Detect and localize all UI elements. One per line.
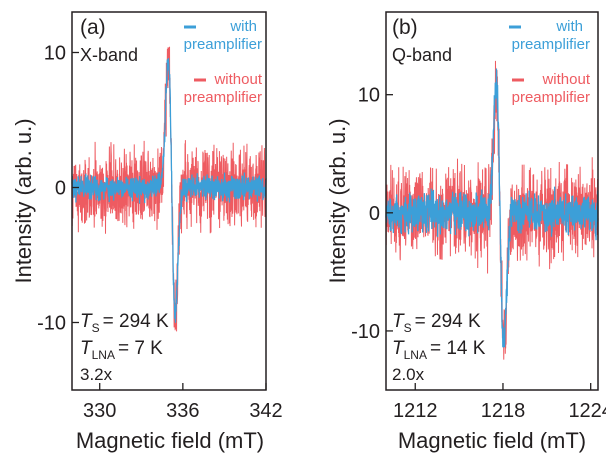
panel-b-series-with xyxy=(385,68,599,348)
panel-a-line-with xyxy=(71,58,267,323)
panel-a-x-axis-title: Magnetic field (mT) xyxy=(76,428,264,453)
panel-b-ts-value: = 294 K xyxy=(415,311,481,332)
panel-a-series-without xyxy=(71,46,267,332)
panel-b-frame xyxy=(385,11,599,391)
panel-a-y-tick-label: -10 xyxy=(37,313,66,335)
panel-b-series-without xyxy=(385,60,599,360)
panel-a-x-tick-label: 330 xyxy=(83,400,116,422)
panel-b-ticks: 1212 1218 1224 -10 0 10 xyxy=(351,85,606,422)
panel-b-ts-symbol: T xyxy=(392,311,405,332)
panel-b-legend-with-line2: preamplifier xyxy=(512,36,590,53)
panel-a-tlna-symbol: T xyxy=(80,338,93,359)
panel-b-gain: 2.0x xyxy=(392,365,425,384)
panel-a-tlna-sub: LNA xyxy=(92,348,115,362)
panel-a-legend-without-line1: without xyxy=(213,71,262,88)
panel-a-tlna-value: = 7 K xyxy=(118,338,163,359)
panel-a-ts: TS = 294 K xyxy=(80,311,169,335)
panel-a-ticks: 330 336 342 -10 0 10 xyxy=(37,43,283,423)
panel-a-tlna: TLNA = 7 K xyxy=(80,338,163,362)
panel-a-line-without xyxy=(71,46,267,332)
panel-a-y-tick-label: 10 xyxy=(44,43,66,65)
panel-a-label: (a) xyxy=(80,16,106,39)
panel-a-gain: 3.2x xyxy=(80,365,113,384)
panel-b-label: (b) xyxy=(392,16,418,39)
panel-b-legend-without-line2: preamplifier xyxy=(512,89,590,106)
panel-a-ts-symbol: T xyxy=(80,311,93,332)
panel-a-legend-with-line1: with xyxy=(229,18,257,35)
panel-b-chart: 1212 1218 1224 -10 0 10 (b) Q-band with pream… xyxy=(351,11,606,422)
panel-a-legend-with-line2: preamplifier xyxy=(184,36,262,53)
panel-a-band: X-band xyxy=(80,45,138,65)
panel-b-ts-sub: S xyxy=(404,321,412,335)
panel-a-legend: with preamplifier without preamplifier xyxy=(184,18,263,106)
panel-a-frame xyxy=(71,11,267,391)
panel-b-y-tick-label: 0 xyxy=(369,203,380,225)
panel-b-y-axis-title: Intensity (arb. u.) xyxy=(325,118,350,283)
panel-b-band: Q-band xyxy=(392,45,452,65)
panel-a-y-tick-label: 0 xyxy=(55,178,66,200)
panel-b-x-axis-title: Magnetic field (mT) xyxy=(398,428,586,453)
panel-b-legend-without-line1: without xyxy=(541,71,590,88)
panel-b-legend: with preamplifier without preamplifier xyxy=(509,18,591,106)
panel-b-line-with xyxy=(385,68,599,348)
panel-a-annotation: TS = 294 K TLNA = 7 K 3.2x xyxy=(80,311,169,384)
panel-a-legend-without-line2: preamplifier xyxy=(184,89,262,106)
panel-b-tlna-symbol: T xyxy=(392,338,405,359)
panel-b-line-without xyxy=(385,60,599,360)
panel-a-x-tick-label: 342 xyxy=(249,400,282,422)
panel-a-series-with xyxy=(71,58,267,323)
panel-b-tlna-value: = 14 K xyxy=(430,338,486,359)
panel-b-ts: TS = 294 K xyxy=(392,311,481,335)
panel-b-tlna: TLNA = 14 K xyxy=(392,338,486,362)
panel-a-ts-sub: S xyxy=(92,321,100,335)
panel-b-legend-with-line1: with xyxy=(555,18,583,35)
panel-b-y-tick-label: 10 xyxy=(358,85,380,107)
panel-b-x-tick-label: 1218 xyxy=(481,400,526,422)
panel-b-x-tick-label: 1212 xyxy=(393,400,438,422)
panel-b-x-tick-label: 1224 xyxy=(568,400,606,422)
panel-a-chart: 330 336 342 -10 0 10 (a) X-band with preampli… xyxy=(37,11,283,423)
panel-b-tlna-sub: LNA xyxy=(404,348,427,362)
panel-b-y-tick-label: -10 xyxy=(351,321,380,343)
panel-b-annotation: TS = 294 K TLNA = 14 K 2.0x xyxy=(392,311,486,384)
panel-a-y-axis-title: Intensity (arb. u.) xyxy=(11,118,36,283)
panel-a-ts-value: = 294 K xyxy=(103,311,169,332)
panel-a-x-tick-label: 336 xyxy=(166,400,199,422)
